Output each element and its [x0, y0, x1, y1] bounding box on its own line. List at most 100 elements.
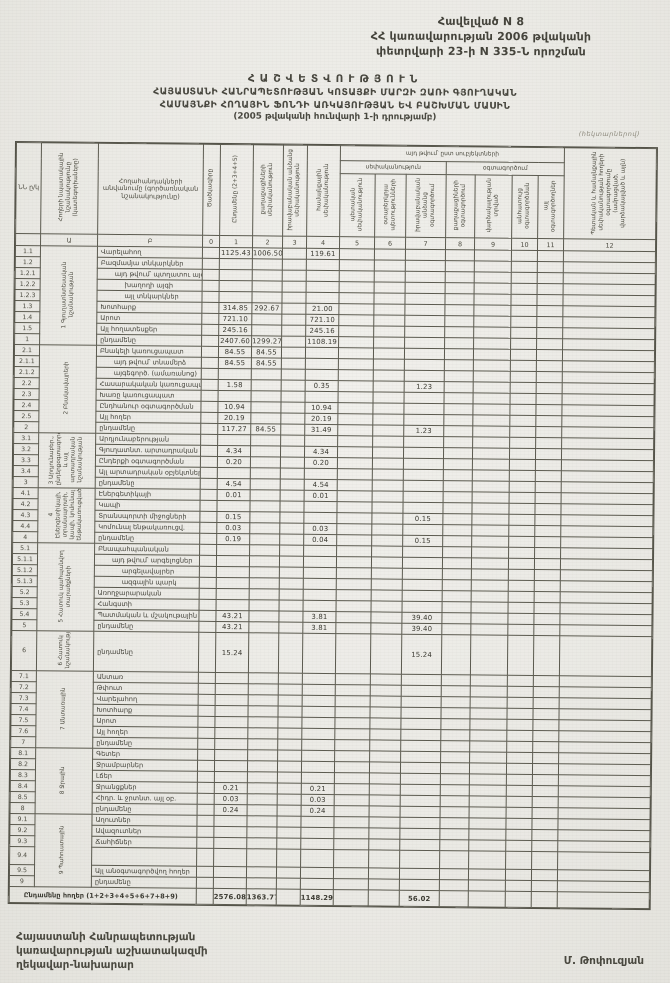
value-cell: 39.40 [401, 623, 442, 635]
value-cell [440, 773, 470, 785]
value-cell [251, 291, 283, 304]
value-cell [216, 599, 250, 611]
code-cell [199, 533, 217, 545]
group-label-cell: 2 Բնակավայրերի [38, 344, 97, 434]
row-code-cell: 2.5 [13, 410, 39, 422]
value-cell [444, 293, 475, 305]
value-cell: 0.01 [217, 489, 251, 501]
value-cell [442, 579, 472, 591]
value-cell [217, 467, 251, 479]
value-cell [371, 545, 403, 558]
value-cell [281, 314, 306, 326]
value-cell [535, 448, 562, 460]
value-cell [399, 868, 440, 880]
value-cell [336, 556, 372, 568]
value-cell [213, 866, 247, 878]
value-cell [440, 718, 470, 730]
value-cell: 43.21 [215, 621, 249, 633]
value-cell [532, 785, 559, 797]
value-cell [469, 762, 507, 775]
value-cell [405, 282, 446, 294]
value-cell [562, 327, 655, 340]
value-cell [303, 556, 337, 568]
value-cell [510, 349, 537, 361]
value-cell [403, 480, 444, 492]
value-cell [373, 380, 405, 393]
value-cell [280, 468, 305, 480]
value-cell [536, 393, 563, 405]
value-cell [305, 358, 339, 370]
value-cell [561, 481, 654, 494]
value-cell [276, 838, 301, 850]
value-cell [215, 672, 249, 684]
value-cell [469, 718, 507, 731]
value-cell [303, 578, 337, 590]
value-cell [445, 282, 475, 294]
grand-total-value-cell [468, 890, 506, 908]
value-cell: 84.55 [218, 357, 252, 369]
value-cell [246, 815, 278, 828]
value-cell [442, 568, 472, 580]
value-cell [511, 250, 538, 262]
value-cell [469, 795, 507, 808]
row-code-cell: 8.4 [10, 780, 36, 792]
value-cell [214, 727, 248, 739]
table-body: 1.1 1 Գյուղատնտեսական նշանակության Վարելահ… [9, 245, 656, 909]
value-cell [533, 697, 560, 709]
value-cell [370, 611, 403, 624]
value-cell [306, 270, 340, 282]
annex-number: Հավելված N 8 [437, 14, 525, 29]
value-cell [335, 633, 371, 674]
row-code-cell: 5.4 [11, 608, 38, 620]
value-cell [374, 281, 406, 294]
code-cell [198, 672, 216, 684]
value-cell [404, 326, 445, 338]
value-cell [445, 271, 475, 283]
value-cell [251, 368, 282, 381]
value-cell [337, 457, 373, 469]
value-cell [248, 632, 279, 674]
value-cell [444, 392, 474, 404]
value-cell [511, 272, 538, 284]
value-cell [505, 829, 532, 841]
row-code-cell: 5 [11, 619, 37, 631]
value-cell [219, 258, 253, 270]
value-cell [300, 849, 334, 868]
value-cell [277, 783, 302, 795]
row-code-cell: 5.1.2 [12, 564, 38, 576]
value-cell [336, 589, 372, 601]
value-cell [277, 761, 302, 773]
value-cell [337, 435, 373, 447]
code-cell [200, 467, 218, 479]
value-cell [508, 536, 535, 548]
value-cell [371, 567, 403, 580]
value-cell [534, 569, 561, 581]
value-cell [278, 673, 303, 685]
value-cell [279, 534, 304, 546]
value-cell [472, 447, 510, 460]
value-cell [534, 525, 561, 537]
value-cell [372, 424, 404, 437]
value-cell [445, 260, 475, 272]
row-code-cell: 7.5 [10, 714, 37, 726]
value-cell [507, 602, 535, 614]
value-cell [400, 718, 441, 730]
row-code-cell: 6 [11, 630, 37, 671]
value-cell [557, 829, 650, 842]
column-index-cell: 8 [445, 237, 475, 250]
value-cell [442, 601, 472, 613]
row-code-cell: 1.3 [14, 300, 40, 312]
row-code-cell: 9.5 [9, 864, 35, 876]
value-cell: 84.55 [218, 346, 252, 358]
value-cell [336, 523, 372, 535]
value-cell [369, 739, 401, 752]
value-cell [337, 490, 373, 502]
value-cell [471, 513, 509, 526]
value-cell [249, 533, 280, 546]
value-cell [218, 368, 252, 380]
value-cell [509, 459, 536, 471]
value-cell [561, 470, 654, 483]
value-cell [216, 566, 250, 578]
value-cell [471, 557, 509, 570]
grand-total-value-cell: 1148.29 [300, 889, 334, 906]
